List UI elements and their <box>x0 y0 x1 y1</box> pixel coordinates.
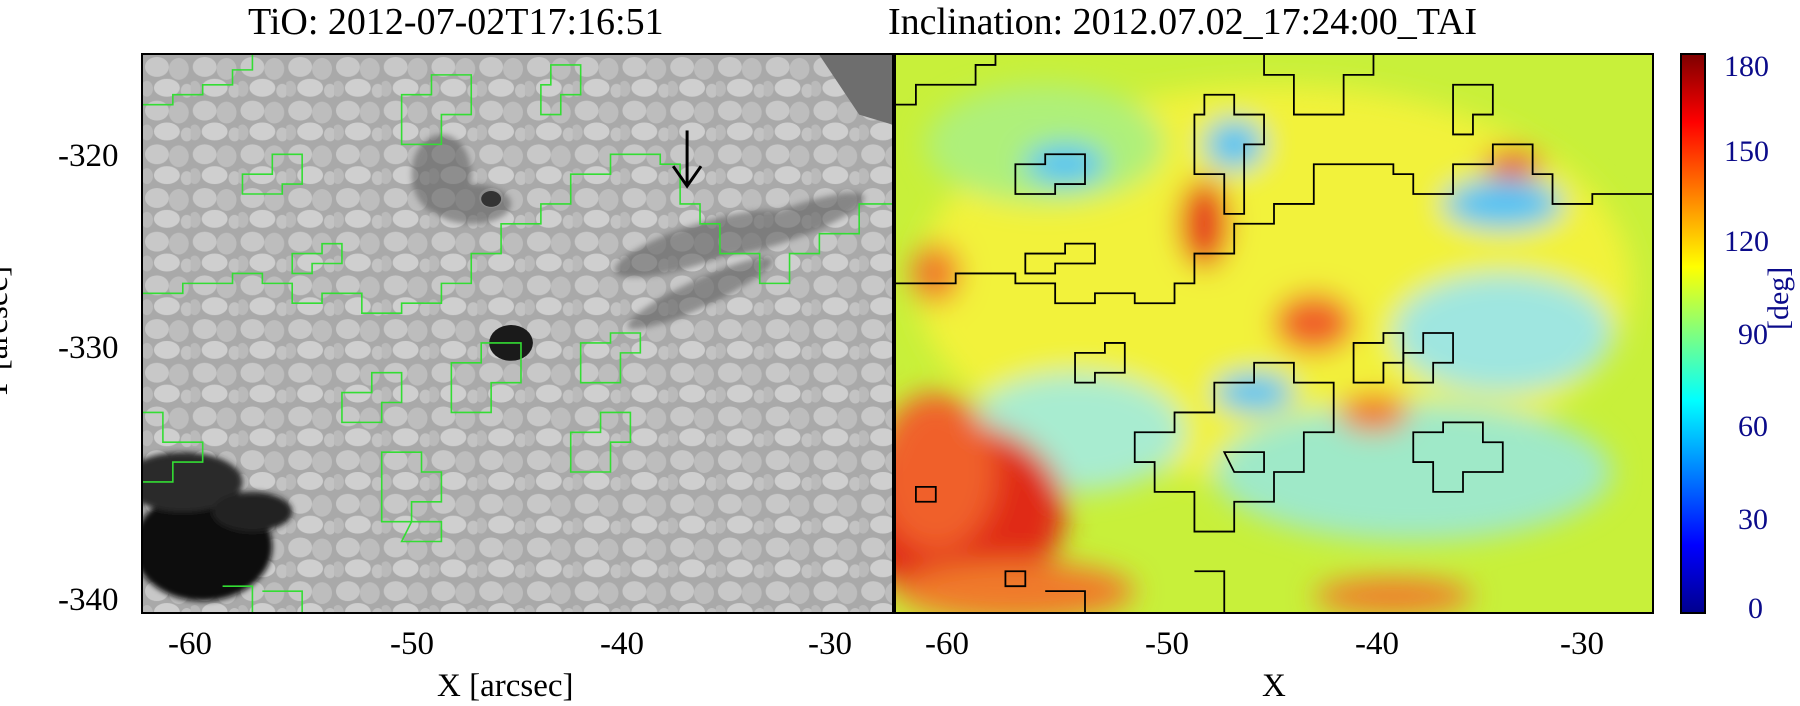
y-tick-label: -340 <box>58 582 119 618</box>
inclination-map <box>896 55 1652 612</box>
x-tick-label-left: -60 <box>168 626 212 662</box>
x-tick-label-right: -60 <box>925 626 969 662</box>
x-tick-label-right: -40 <box>1355 626 1399 662</box>
y-tick-label: -330 <box>58 330 119 366</box>
y-tick-label: -320 <box>58 138 119 174</box>
tio-image <box>143 55 892 612</box>
colorbar-tick-label: 180 <box>1724 50 1769 83</box>
colorbar-tick-label: 90 <box>1738 318 1768 351</box>
tio-image-panel <box>141 53 894 614</box>
x-tick-label-left: -30 <box>808 626 852 662</box>
x-tick-label-left: -50 <box>390 626 434 662</box>
x-tick-label-right: -50 <box>1145 626 1189 662</box>
right-panel-title: Inclination: 2012.07.02_17:24:00_TAI <box>888 1 1478 43</box>
x-tick-label-left: -40 <box>600 626 644 662</box>
left-panel-title: TiO: 2012-07-02T17:16:51 <box>248 1 664 43</box>
colorbar-tick-label: 120 <box>1724 225 1769 258</box>
x-tick-label-right: -30 <box>1560 626 1604 662</box>
colorbar-tick-label: 30 <box>1738 503 1768 536</box>
colorbar-tick-label: 150 <box>1724 135 1769 168</box>
colorbar <box>1680 53 1706 614</box>
inclination-map-panel <box>894 53 1654 614</box>
colorbar-unit-label: [deg] <box>1762 266 1795 330</box>
colorbar-tick-label: 60 <box>1738 410 1768 443</box>
x-axis-title-left: X [arcsec] <box>437 668 574 704</box>
y-axis-title: Y [arcsec] <box>0 265 16 401</box>
x-axis-title-right: X <box>1262 668 1286 704</box>
colorbar-tick-label: 0 <box>1748 592 1763 625</box>
